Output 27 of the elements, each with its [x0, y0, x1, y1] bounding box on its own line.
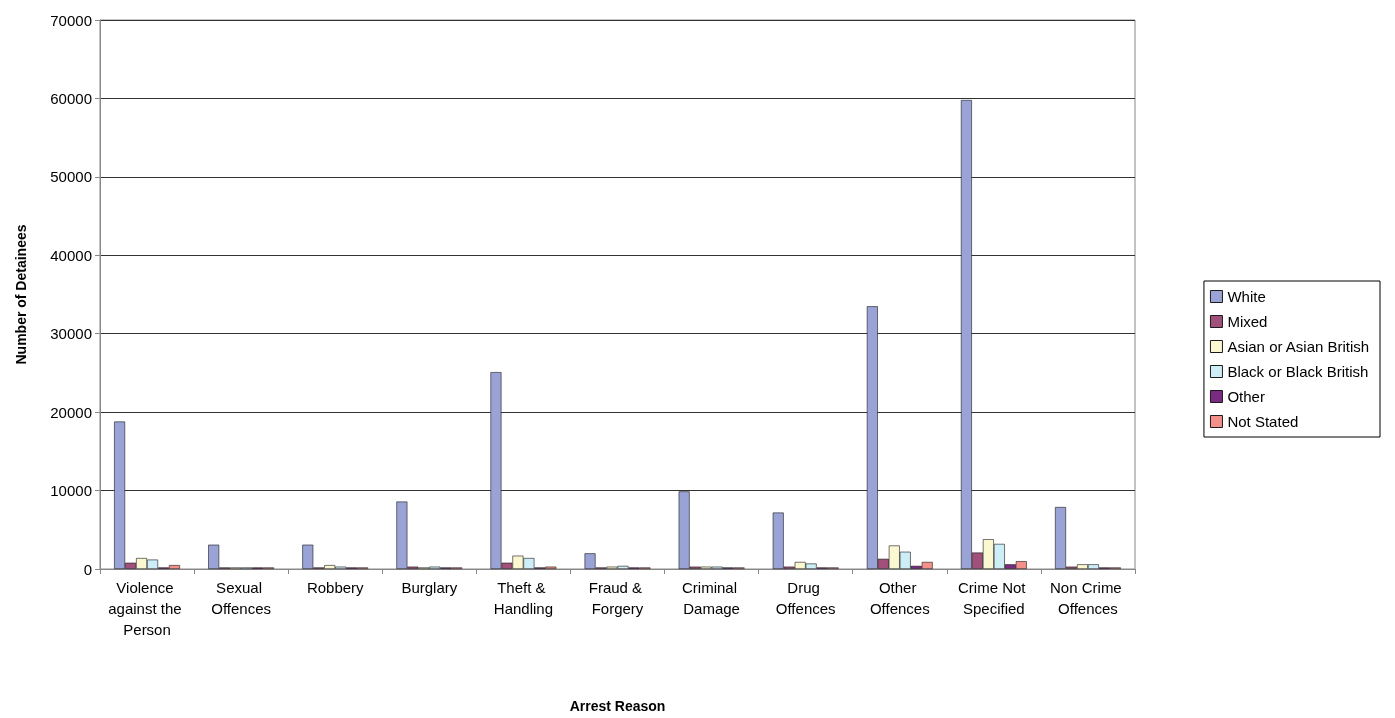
x-tick-label: Theft & Handling: [493, 579, 554, 617]
legend-label: Asian or Asian British: [1227, 338, 1370, 355]
x-tick-label: Criminal Damage: [682, 579, 742, 617]
legend-label: Other: [1227, 388, 1265, 405]
x-tick-label: Non Crime Offences: [1050, 579, 1126, 617]
x-tick-label: Robbery: [306, 579, 365, 596]
y-tick-label: 30000: [50, 325, 92, 343]
x-tick-label: Burglary: [401, 579, 458, 596]
x-axis-title: Arrest Reason: [569, 698, 666, 714]
y-tick-label: 60000: [50, 89, 92, 107]
x-tick-label: Other Offences: [869, 579, 930, 617]
x-tick-label: Crime Not Specified: [958, 579, 1030, 617]
legend-label: Not Stated: [1227, 413, 1299, 430]
y-axis-title: Number of Detainees: [13, 224, 29, 365]
legend-label: Black or Black British: [1227, 363, 1369, 380]
x-tick-label: Drug Offences: [775, 579, 836, 617]
legend-label: Mixed: [1227, 313, 1268, 330]
y-tick-label: 70000: [50, 11, 92, 29]
x-tick-label: Fraud & Forgery: [588, 579, 647, 617]
y-tick-label: 0: [83, 560, 92, 578]
x-tick-label: Sexual Offences: [211, 579, 272, 617]
y-tick-label: 40000: [50, 246, 92, 264]
y-tick-label: 50000: [50, 168, 92, 186]
legend-label: White: [1227, 288, 1266, 305]
y-tick-label: 10000: [50, 482, 92, 500]
y-tick-label: 20000: [50, 403, 92, 421]
x-tick-label: Violence against the Person: [108, 579, 186, 638]
